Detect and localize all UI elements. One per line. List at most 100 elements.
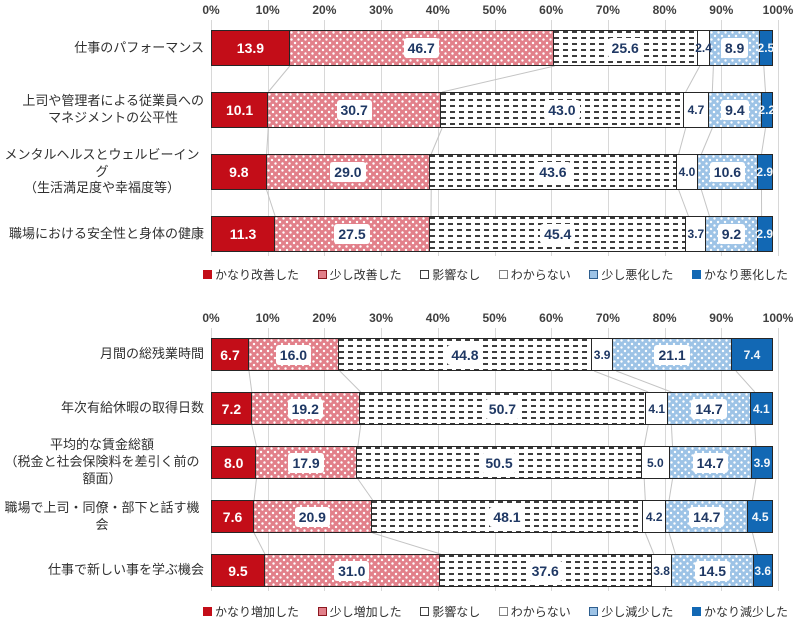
axis-tick-label: 60% bbox=[539, 311, 564, 325]
value-label: 2.9 bbox=[756, 227, 774, 241]
value-label: 3.8 bbox=[653, 563, 670, 578]
axis-tick-label: 60% bbox=[539, 3, 564, 17]
axis-tick-label: 50% bbox=[482, 3, 507, 17]
bar-segment: 14.7 bbox=[667, 392, 751, 425]
bar-segment: 44.8 bbox=[337, 338, 593, 371]
bar-segment: 25.6 bbox=[552, 30, 698, 66]
stacked-bar-row: 10.1 30.7 43.0 4.7 9.4 2.2 bbox=[211, 92, 778, 128]
gridline bbox=[778, 328, 779, 591]
value-label: 4.1 bbox=[648, 401, 666, 416]
bar-segment: 50.7 bbox=[358, 392, 647, 425]
axis-tick-label: 20% bbox=[312, 3, 337, 17]
bar-segment: 46.7 bbox=[288, 30, 554, 66]
bar-segment: 3.9 bbox=[591, 338, 614, 371]
stacked-bar-row: 13.9 46.7 25.6 2.4 8.9 2.5 bbox=[211, 30, 778, 66]
value-label: 50.7 bbox=[484, 398, 521, 419]
bar-segment: 20.9 bbox=[253, 500, 372, 533]
bar-segment: 31.0 bbox=[263, 554, 440, 587]
value-label: 4.1 bbox=[752, 401, 770, 416]
value-label: 4.5 bbox=[751, 509, 769, 524]
gridline bbox=[324, 20, 326, 256]
value-label: 17.9 bbox=[288, 452, 324, 473]
category-label-cell: 仕事のパフォーマンス bbox=[0, 30, 204, 66]
axis-tick-label: 10% bbox=[255, 311, 280, 325]
value-label: 20.9 bbox=[294, 506, 330, 527]
legend-item: 少し改善した bbox=[317, 266, 402, 283]
category-label: 仕事で新しい事を学ぶ機会 bbox=[48, 562, 204, 579]
category-label-cell: 職場における安全性と身体の健康 bbox=[0, 216, 204, 252]
axis-tick-label: 80% bbox=[652, 3, 677, 17]
category-label-cell: 職場で上司・同僚・部下と話す機会 bbox=[0, 500, 204, 533]
bar-segment: 11.3 bbox=[211, 216, 276, 252]
axis-tick-label: 100% bbox=[762, 3, 794, 17]
axis-tick-label: 90% bbox=[709, 311, 734, 325]
category-label-line: 月間の総残業時間 bbox=[99, 346, 204, 362]
legend-swatch-icon bbox=[420, 607, 430, 616]
value-label: 19.2 bbox=[287, 398, 323, 419]
stacked-bar-row: 8.0 17.9 50.5 5.0 14.7 3.9 bbox=[211, 446, 778, 479]
value-label: 25.6 bbox=[607, 38, 643, 58]
bar-segment: 4.5 bbox=[747, 500, 773, 533]
category-label-line: （税金と社会保険料を差引く前の額面） bbox=[4, 454, 200, 486]
gridline bbox=[778, 20, 779, 256]
value-label: 9.4 bbox=[721, 100, 749, 120]
bar-segment: 8.0 bbox=[211, 446, 257, 479]
value-label: 2.5 bbox=[757, 41, 775, 55]
legend-swatch-icon bbox=[498, 270, 508, 279]
legend-swatch-icon bbox=[589, 607, 599, 616]
bar-segment: 4.2 bbox=[642, 500, 667, 533]
value-label: 8.0 bbox=[223, 454, 244, 471]
bar-segment: 9.2 bbox=[705, 216, 758, 252]
bar-segment: 9.5 bbox=[211, 554, 265, 587]
bar-segment: 14.7 bbox=[668, 446, 752, 479]
category-label: 月間の総残業時間 bbox=[100, 346, 204, 363]
value-label: 14.7 bbox=[691, 398, 727, 419]
legend-swatch-icon bbox=[589, 270, 599, 279]
axis-tick-label: 70% bbox=[595, 311, 620, 325]
value-label: 2.4 bbox=[695, 41, 712, 55]
category-label-line: 仕事のパフォーマンス bbox=[74, 39, 204, 55]
value-label: 10.1 bbox=[225, 102, 254, 118]
stacked-bar-row: 7.6 20.9 48.1 4.2 14.7 4.5 bbox=[211, 500, 778, 533]
value-label: 2.2 bbox=[758, 103, 776, 117]
value-label: 10.6 bbox=[709, 162, 746, 182]
category-label-line: 職場で上司・同僚・部下と話す機会 bbox=[4, 499, 200, 532]
bar-segment: 13.9 bbox=[211, 30, 290, 66]
value-label: 3.9 bbox=[593, 347, 611, 362]
legend-label: 影響なし bbox=[432, 605, 481, 619]
bar-segment: 7.2 bbox=[211, 392, 252, 425]
value-label: 4.2 bbox=[645, 509, 663, 524]
gridline bbox=[664, 20, 666, 256]
bar-segment: 16.0 bbox=[248, 338, 339, 371]
bar-segment: 3.6 bbox=[752, 554, 773, 587]
axis-tick-label: 100% bbox=[762, 311, 794, 325]
legend-item: かなり減少した bbox=[691, 603, 788, 620]
bar-segment: 4.1 bbox=[749, 392, 773, 425]
legend-label: 少し増加した bbox=[329, 605, 402, 619]
category-label-line: （生活満足度や幸福度等） bbox=[23, 180, 180, 196]
gridline bbox=[551, 20, 553, 256]
value-label: 3.6 bbox=[754, 563, 772, 578]
stacked-bar-row: 6.7 16.0 44.8 3.9 21.1 7.4 bbox=[211, 338, 778, 371]
bar-segment: 3.9 bbox=[750, 446, 773, 479]
gridline bbox=[381, 20, 383, 256]
value-label: 37.6 bbox=[527, 560, 563, 581]
category-label: 仕事のパフォーマンス bbox=[74, 40, 204, 57]
bar-segment: 2.5 bbox=[757, 30, 775, 66]
value-label: 14.7 bbox=[689, 506, 725, 527]
value-label: 43.6 bbox=[535, 162, 571, 182]
axis-tick-label: 30% bbox=[369, 3, 394, 17]
legend-label: 少し悪化した bbox=[601, 268, 674, 282]
value-label: 14.7 bbox=[692, 452, 728, 473]
bar-segment: 29.0 bbox=[265, 154, 431, 190]
category-label: 平均的な賃金総額 （税金と社会保険料を差引く前の額面） bbox=[0, 437, 204, 488]
legend-item: 影響なし bbox=[420, 266, 480, 283]
legend-swatch-icon bbox=[203, 270, 212, 279]
bar-segment: 8.9 bbox=[709, 30, 760, 66]
value-label: 50.5 bbox=[481, 452, 517, 473]
bar-segment: 50.5 bbox=[355, 446, 643, 479]
legend-label: 影響なし bbox=[432, 268, 481, 282]
chart-work-conditions-change: 0% 10% 20% 30% 40% 50% 60% 70% 80% 90% 100% 月間の総残業時… bbox=[0, 300, 800, 628]
value-label: 7.6 bbox=[222, 508, 243, 525]
category-label-cell: 仕事で新しい事を学ぶ機会 bbox=[0, 554, 204, 587]
